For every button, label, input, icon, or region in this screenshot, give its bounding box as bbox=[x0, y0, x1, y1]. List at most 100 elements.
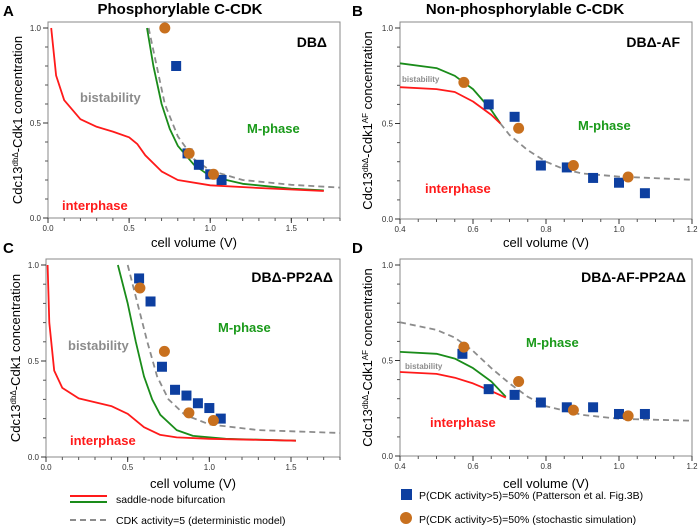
x-tick-label: 1.2 bbox=[686, 462, 698, 471]
deterministic-curve bbox=[126, 264, 340, 434]
saddle-node-red-curve bbox=[400, 371, 507, 399]
patterson-square-point bbox=[639, 408, 650, 419]
patterson-square-point bbox=[204, 403, 215, 414]
region-label-bistability: bistability bbox=[405, 362, 443, 371]
patterson-square-point bbox=[614, 408, 624, 419]
stochastic-circle-point bbox=[207, 168, 219, 180]
x-tick-label: 0.8 bbox=[540, 462, 552, 471]
stochastic-circle-point bbox=[183, 407, 195, 419]
region-label-interphase: interphase bbox=[430, 415, 496, 430]
patterson-square-point bbox=[588, 402, 599, 413]
x-tick-label: 0.8 bbox=[540, 225, 552, 234]
saddle-node-red-curve bbox=[46, 264, 296, 442]
x-axis-label: cell volume (V) bbox=[151, 235, 237, 250]
panel-a: 0.0 0.5 1.0 1.5 0.0 0.5 1.0 cell volume (V) Cdc1… bbox=[10, 21, 341, 250]
y-axis-label: Cdc13dbΔ-Cdk1 concentration bbox=[10, 36, 25, 204]
y-tick-label: 1.0 bbox=[382, 261, 394, 270]
column-title-left: Phosphorylable C-CDK bbox=[97, 1, 262, 18]
stochastic-circle-point bbox=[159, 22, 171, 34]
x-tick-label: 0.5 bbox=[122, 463, 134, 472]
stochastic-circle-point bbox=[513, 122, 525, 134]
x-tick-label: 1.0 bbox=[613, 462, 625, 471]
x-tick-label: 0.5 bbox=[124, 224, 136, 233]
stochastic-circle-point bbox=[458, 76, 470, 88]
panel-label-d: D bbox=[352, 240, 363, 257]
panel-label-a: A bbox=[3, 3, 14, 20]
patterson-square-point bbox=[561, 402, 572, 413]
plot-frame bbox=[45, 258, 341, 458]
x-tick-label: 1.2 bbox=[686, 225, 698, 234]
region-label-bistability: bistability bbox=[402, 75, 440, 84]
stochastic-circle-point bbox=[622, 171, 634, 183]
stochastic-circle-point bbox=[134, 282, 146, 294]
x-tick-label: 1.5 bbox=[286, 224, 298, 233]
x-axis-label: cell volume (V) bbox=[503, 476, 589, 491]
stochastic-circle-point bbox=[567, 160, 579, 172]
legend-patterson: P(CDK activity>5)=50% (Patterson et al. … bbox=[419, 490, 643, 502]
stochastic-circle-point bbox=[567, 404, 579, 416]
legend-deterministic: CDK activity=5 (deterministic model) bbox=[116, 515, 286, 527]
y-tick-label: 0.0 bbox=[28, 453, 40, 462]
stochastic-circle-point bbox=[622, 410, 634, 422]
saddle-node-green-curve bbox=[400, 62, 502, 125]
x-tick-label: 0.6 bbox=[467, 462, 479, 471]
patterson-square-point bbox=[561, 162, 572, 173]
region-label-bistability: bistability bbox=[80, 90, 141, 105]
x-tick-label: 0.4 bbox=[394, 225, 406, 234]
legend-circle-marker bbox=[400, 512, 412, 524]
patterson-square-point bbox=[483, 99, 494, 110]
y-tick-label: 0.5 bbox=[30, 119, 42, 128]
x-tick-label: 0.0 bbox=[42, 224, 54, 233]
stochastic-circle-point bbox=[158, 345, 170, 357]
region-label-mphase: M-phase bbox=[247, 121, 300, 136]
legend-saddle-node: saddle-node bifurcation bbox=[116, 494, 225, 506]
region-label-bistability: bistability bbox=[68, 338, 129, 353]
patterson-square-point bbox=[215, 413, 226, 424]
mutant-label: DBΔ-PP2AΔ bbox=[251, 269, 333, 285]
stochastic-circle-point bbox=[207, 415, 219, 427]
y-tick-label: 0.0 bbox=[382, 452, 394, 461]
patterson-square-point bbox=[145, 296, 156, 307]
patterson-square-point bbox=[588, 172, 599, 183]
x-tick-label: 1.5 bbox=[285, 463, 297, 472]
y-axis-label: Cdc13dbΔ-Cdk1AF concentration bbox=[360, 268, 375, 446]
patterson-square-point bbox=[156, 361, 167, 372]
y-tick-label: 0.5 bbox=[382, 357, 394, 366]
x-tick-label: 1.0 bbox=[204, 463, 216, 472]
x-axis-label: cell volume (V) bbox=[503, 235, 589, 250]
x-tick-label: 0.0 bbox=[40, 463, 52, 472]
mutant-label: DBΔ-AF bbox=[626, 34, 680, 50]
region-label-mphase: M-phase bbox=[526, 335, 579, 350]
y-tick-label: 0.5 bbox=[382, 120, 394, 129]
patterson-square-point bbox=[535, 160, 546, 171]
region-label-interphase: interphase bbox=[62, 198, 128, 213]
deterministic-curve bbox=[147, 27, 340, 189]
region-label-interphase: interphase bbox=[425, 181, 491, 196]
mutant-label: DBΔ-AF-PP2AΔ bbox=[581, 269, 686, 285]
patterson-square-point bbox=[509, 111, 520, 122]
y-tick-label: 1.0 bbox=[30, 24, 42, 33]
panel-label-c: C bbox=[3, 240, 14, 257]
legend: saddle-node bifurcation CDK activity=5 (… bbox=[70, 489, 643, 527]
patterson-square-point bbox=[181, 390, 192, 401]
patterson-square-point bbox=[171, 61, 182, 71]
x-tick-label: 0.6 bbox=[467, 225, 479, 234]
patterson-square-point bbox=[134, 273, 145, 284]
y-tick-label: 1.0 bbox=[28, 261, 40, 270]
saddle-node-red-curve bbox=[50, 27, 324, 192]
y-axis-label: Cdc13dbΔ-Cdk1AF concentration bbox=[360, 31, 375, 209]
x-tick-label: 1.0 bbox=[205, 224, 217, 233]
saddle-node-red-curve bbox=[400, 86, 502, 125]
mutant-label: DBΔ bbox=[297, 34, 327, 50]
saddle-node-green-curve bbox=[146, 27, 324, 192]
patterson-square-point bbox=[535, 397, 546, 408]
region-label-mphase: M-phase bbox=[218, 320, 271, 335]
y-tick-label: 0.5 bbox=[28, 357, 40, 366]
x-tick-label: 0.4 bbox=[394, 462, 406, 471]
patterson-square-point bbox=[457, 348, 468, 359]
saddle-node-green-curve bbox=[117, 264, 296, 442]
y-tick-label: 1.0 bbox=[382, 24, 394, 33]
x-tick-label: 1.0 bbox=[613, 225, 625, 234]
patterson-square-point bbox=[509, 389, 520, 400]
